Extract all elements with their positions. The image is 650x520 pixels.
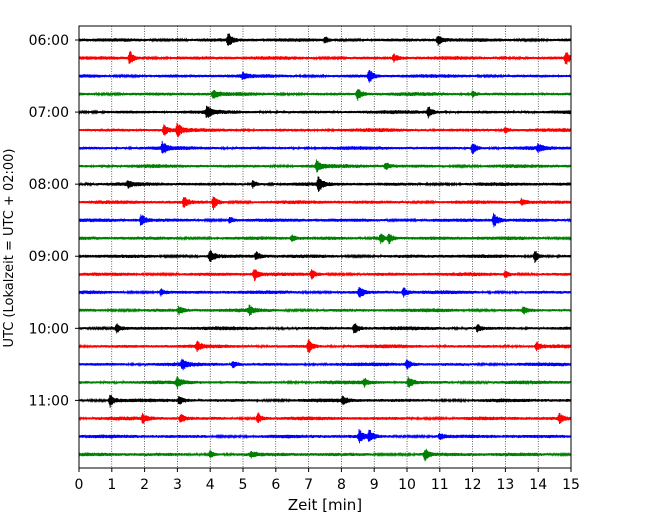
x-tick-label: 10: [398, 477, 416, 493]
x-tick-label: 1: [107, 477, 116, 493]
x-tick-label: 11: [431, 477, 449, 493]
x-tick-label: 5: [239, 477, 248, 493]
trace-0845: [78, 233, 572, 245]
trace-1115: [78, 412, 572, 425]
trace-0600: [78, 33, 572, 46]
x-tick-label: 0: [75, 477, 84, 493]
trace-0615: [78, 50, 572, 65]
y-axis-title: UTC (Lokalzeit = UTC + 02:00): [2, 149, 17, 348]
trace-0815: [78, 196, 572, 211]
trace-0715: [78, 122, 572, 138]
x-tick-label: 4: [206, 477, 215, 493]
trace-0800: [78, 176, 572, 192]
x-tick-label: 9: [370, 477, 379, 493]
trace-0745: [78, 159, 572, 173]
trace-0830: [78, 213, 572, 228]
x-axis-ticks: 0 1 2 3 4 5 6 7 8 9 10 11 12 13 14 15: [75, 468, 580, 493]
trace-1000: [78, 323, 572, 334]
y-tick-label: 07:00: [29, 105, 69, 121]
trace-1045: [78, 376, 572, 390]
trace-0945: [78, 304, 572, 317]
x-tick-label: 15: [562, 477, 580, 493]
trace-0700: [78, 105, 572, 119]
trace-0915: [78, 269, 572, 282]
trace-1130: [78, 428, 572, 444]
trace-0900: [78, 250, 572, 263]
trace-1015: [78, 339, 572, 353]
trace-0630: [78, 69, 572, 83]
trace-1100: [78, 394, 572, 408]
y-axis-ticks: 06:00 07:00 08:00 09:00 10:00 11:00: [29, 33, 79, 409]
trace-0730: [78, 140, 572, 155]
x-tick-label: 3: [173, 477, 182, 493]
vertical-grid: [111, 26, 539, 468]
y-tick-label: 11:00: [29, 393, 69, 409]
plot-frame: [78, 25, 572, 469]
trace-1145: [78, 448, 572, 462]
x-tick-label: 13: [496, 477, 514, 493]
seismic-traces: [78, 33, 572, 462]
x-tick-label: 6: [271, 477, 280, 493]
x-tick-label: 14: [529, 477, 547, 493]
y-tick-label: 10:00: [29, 321, 69, 337]
y-tick-label: 08:00: [29, 177, 69, 193]
trace-0930: [78, 286, 572, 298]
trace-0645: [78, 89, 572, 101]
x-tick-label: 8: [337, 477, 346, 493]
x-tick-label: 7: [304, 477, 313, 493]
x-tick-label: 2: [140, 477, 149, 493]
y-tick-label: 09:00: [29, 249, 69, 265]
y-tick-label: 06:00: [29, 33, 69, 49]
x-axis-title: Zeit [min]: [288, 496, 362, 514]
x-tick-label: 12: [464, 477, 482, 493]
trace-1030: [78, 358, 572, 371]
